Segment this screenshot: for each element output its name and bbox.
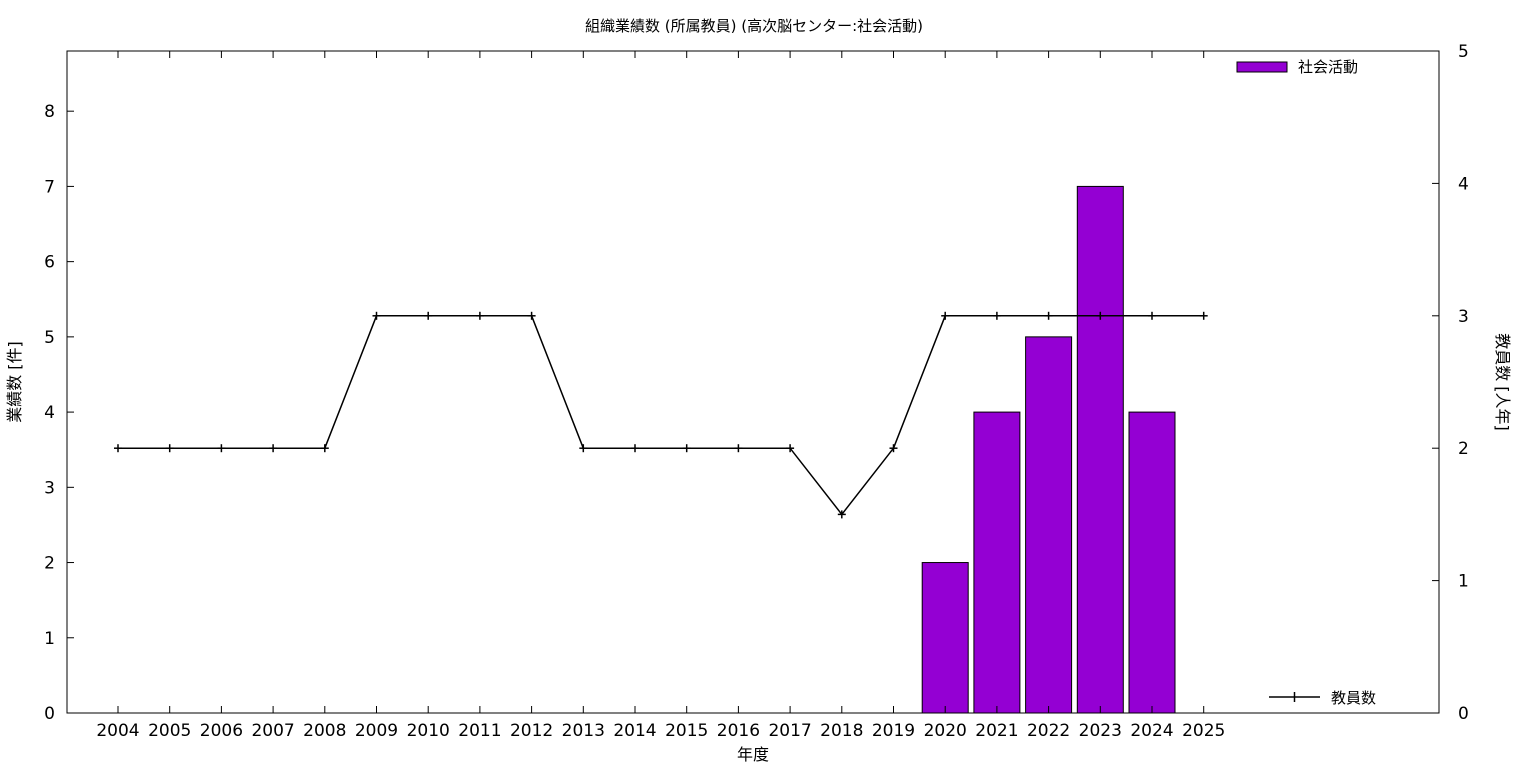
y2-tick-label-5: 5 [1458, 42, 1469, 62]
x-tick-label-2004: 2004 [96, 721, 139, 741]
y-tick-label-2: 2 [44, 554, 55, 574]
line-point-2019 [889, 444, 898, 453]
line-point-2017 [786, 444, 795, 453]
line-point-2009 [372, 311, 381, 320]
line-point-2021 [992, 311, 1001, 320]
x-tick-label-2007: 2007 [251, 721, 294, 741]
x-tick-label-2009: 2009 [355, 721, 398, 741]
y2-tick-label-4: 4 [1458, 174, 1469, 194]
line-point-2013 [579, 444, 588, 453]
line-point-2012 [527, 311, 536, 320]
bar-2021 [973, 411, 1021, 714]
legend-bar-label: 社会活動 [1298, 58, 1358, 76]
line-point-2005 [165, 444, 174, 453]
line-point-2008 [320, 444, 329, 453]
line-point-2007 [269, 444, 278, 453]
y-tick-label-1: 1 [44, 629, 55, 649]
x-tick-label-2023: 2023 [1079, 721, 1122, 741]
y-tick-label-8: 8 [44, 102, 55, 122]
y2-tick-label-3: 3 [1458, 307, 1469, 327]
y-tick-label-6: 6 [44, 253, 55, 273]
x-tick-label-2019: 2019 [872, 721, 915, 741]
line-point-2020 [941, 311, 950, 320]
x-tick-label-2024: 2024 [1130, 721, 1173, 741]
legend-line-series: 教員数 [1269, 689, 1376, 707]
y-axis-label: 業績数 [件] [5, 341, 24, 423]
chart-title: 組織業績数 (所属教員) (高次脳センター:社会活動) [585, 17, 923, 35]
y-tick-label-5: 5 [44, 328, 55, 348]
legend-bar-swatch [1236, 61, 1288, 73]
x-tick-label-2018: 2018 [820, 721, 863, 741]
bar-2022 [1025, 336, 1073, 714]
line-point-2016 [734, 444, 743, 453]
x-tick-label-2010: 2010 [407, 721, 450, 741]
y-tick-label-4: 4 [44, 403, 55, 423]
line-point-2010 [424, 311, 433, 320]
line-point-2006 [217, 444, 226, 453]
x-tick-label-2005: 2005 [148, 721, 191, 741]
x-tick-label-2021: 2021 [975, 721, 1018, 741]
y2-tick-label-0: 0 [1458, 704, 1469, 724]
line-point-2018 [837, 510, 846, 519]
y2-tick-label-2: 2 [1458, 439, 1469, 459]
plot-frame [66, 50, 1440, 714]
bar-2023 [1076, 185, 1124, 714]
line-point-2011 [475, 311, 484, 320]
x-tick-label-2020: 2020 [924, 721, 967, 741]
ticks-layer: 2004 2005 2006 2007 2008 2009 2010 2011 2012 2013… [44, 42, 1469, 741]
y-tick-label-3: 3 [44, 478, 55, 498]
line-point-2025 [1199, 311, 1208, 320]
bar-2020 [921, 562, 969, 714]
x-tick-label-2017: 2017 [768, 721, 811, 741]
line-point-2023 [1096, 311, 1105, 320]
legend-line-label: 教員数 [1331, 689, 1376, 707]
x-tick-label-2011: 2011 [458, 721, 501, 741]
x-tick-label-2015: 2015 [665, 721, 708, 741]
bar-2024 [1128, 411, 1176, 714]
line-layer [114, 311, 1208, 519]
line-point-2022 [1044, 311, 1053, 320]
x-tick-label-2025: 2025 [1182, 721, 1225, 741]
line-point-2024 [1148, 311, 1156, 320]
x-axis-label: 年度 [737, 745, 769, 764]
x-tick-label-2013: 2013 [562, 721, 605, 741]
x-tick-label-2006: 2006 [200, 721, 243, 741]
legend-bar-series: 社会活動 [1236, 58, 1358, 76]
bars-layer [921, 185, 1176, 714]
x-tick-label-2008: 2008 [303, 721, 346, 741]
y-tick-label-7: 7 [44, 177, 55, 197]
line-point-2004 [114, 444, 122, 453]
x-tick-label-2022: 2022 [1027, 721, 1070, 741]
y2-axis-label: 教員数 [人年] [1493, 333, 1512, 431]
x-tick-label-2012: 2012 [510, 721, 553, 741]
line-point-2014 [631, 444, 639, 453]
y-tick-label-0: 0 [44, 704, 55, 724]
line-point-2015 [682, 444, 691, 453]
line-series-path [118, 315, 1204, 516]
x-tick-label-2014: 2014 [613, 721, 656, 741]
y2-tick-label-1: 1 [1458, 572, 1469, 592]
x-tick-label-2016: 2016 [717, 721, 760, 741]
